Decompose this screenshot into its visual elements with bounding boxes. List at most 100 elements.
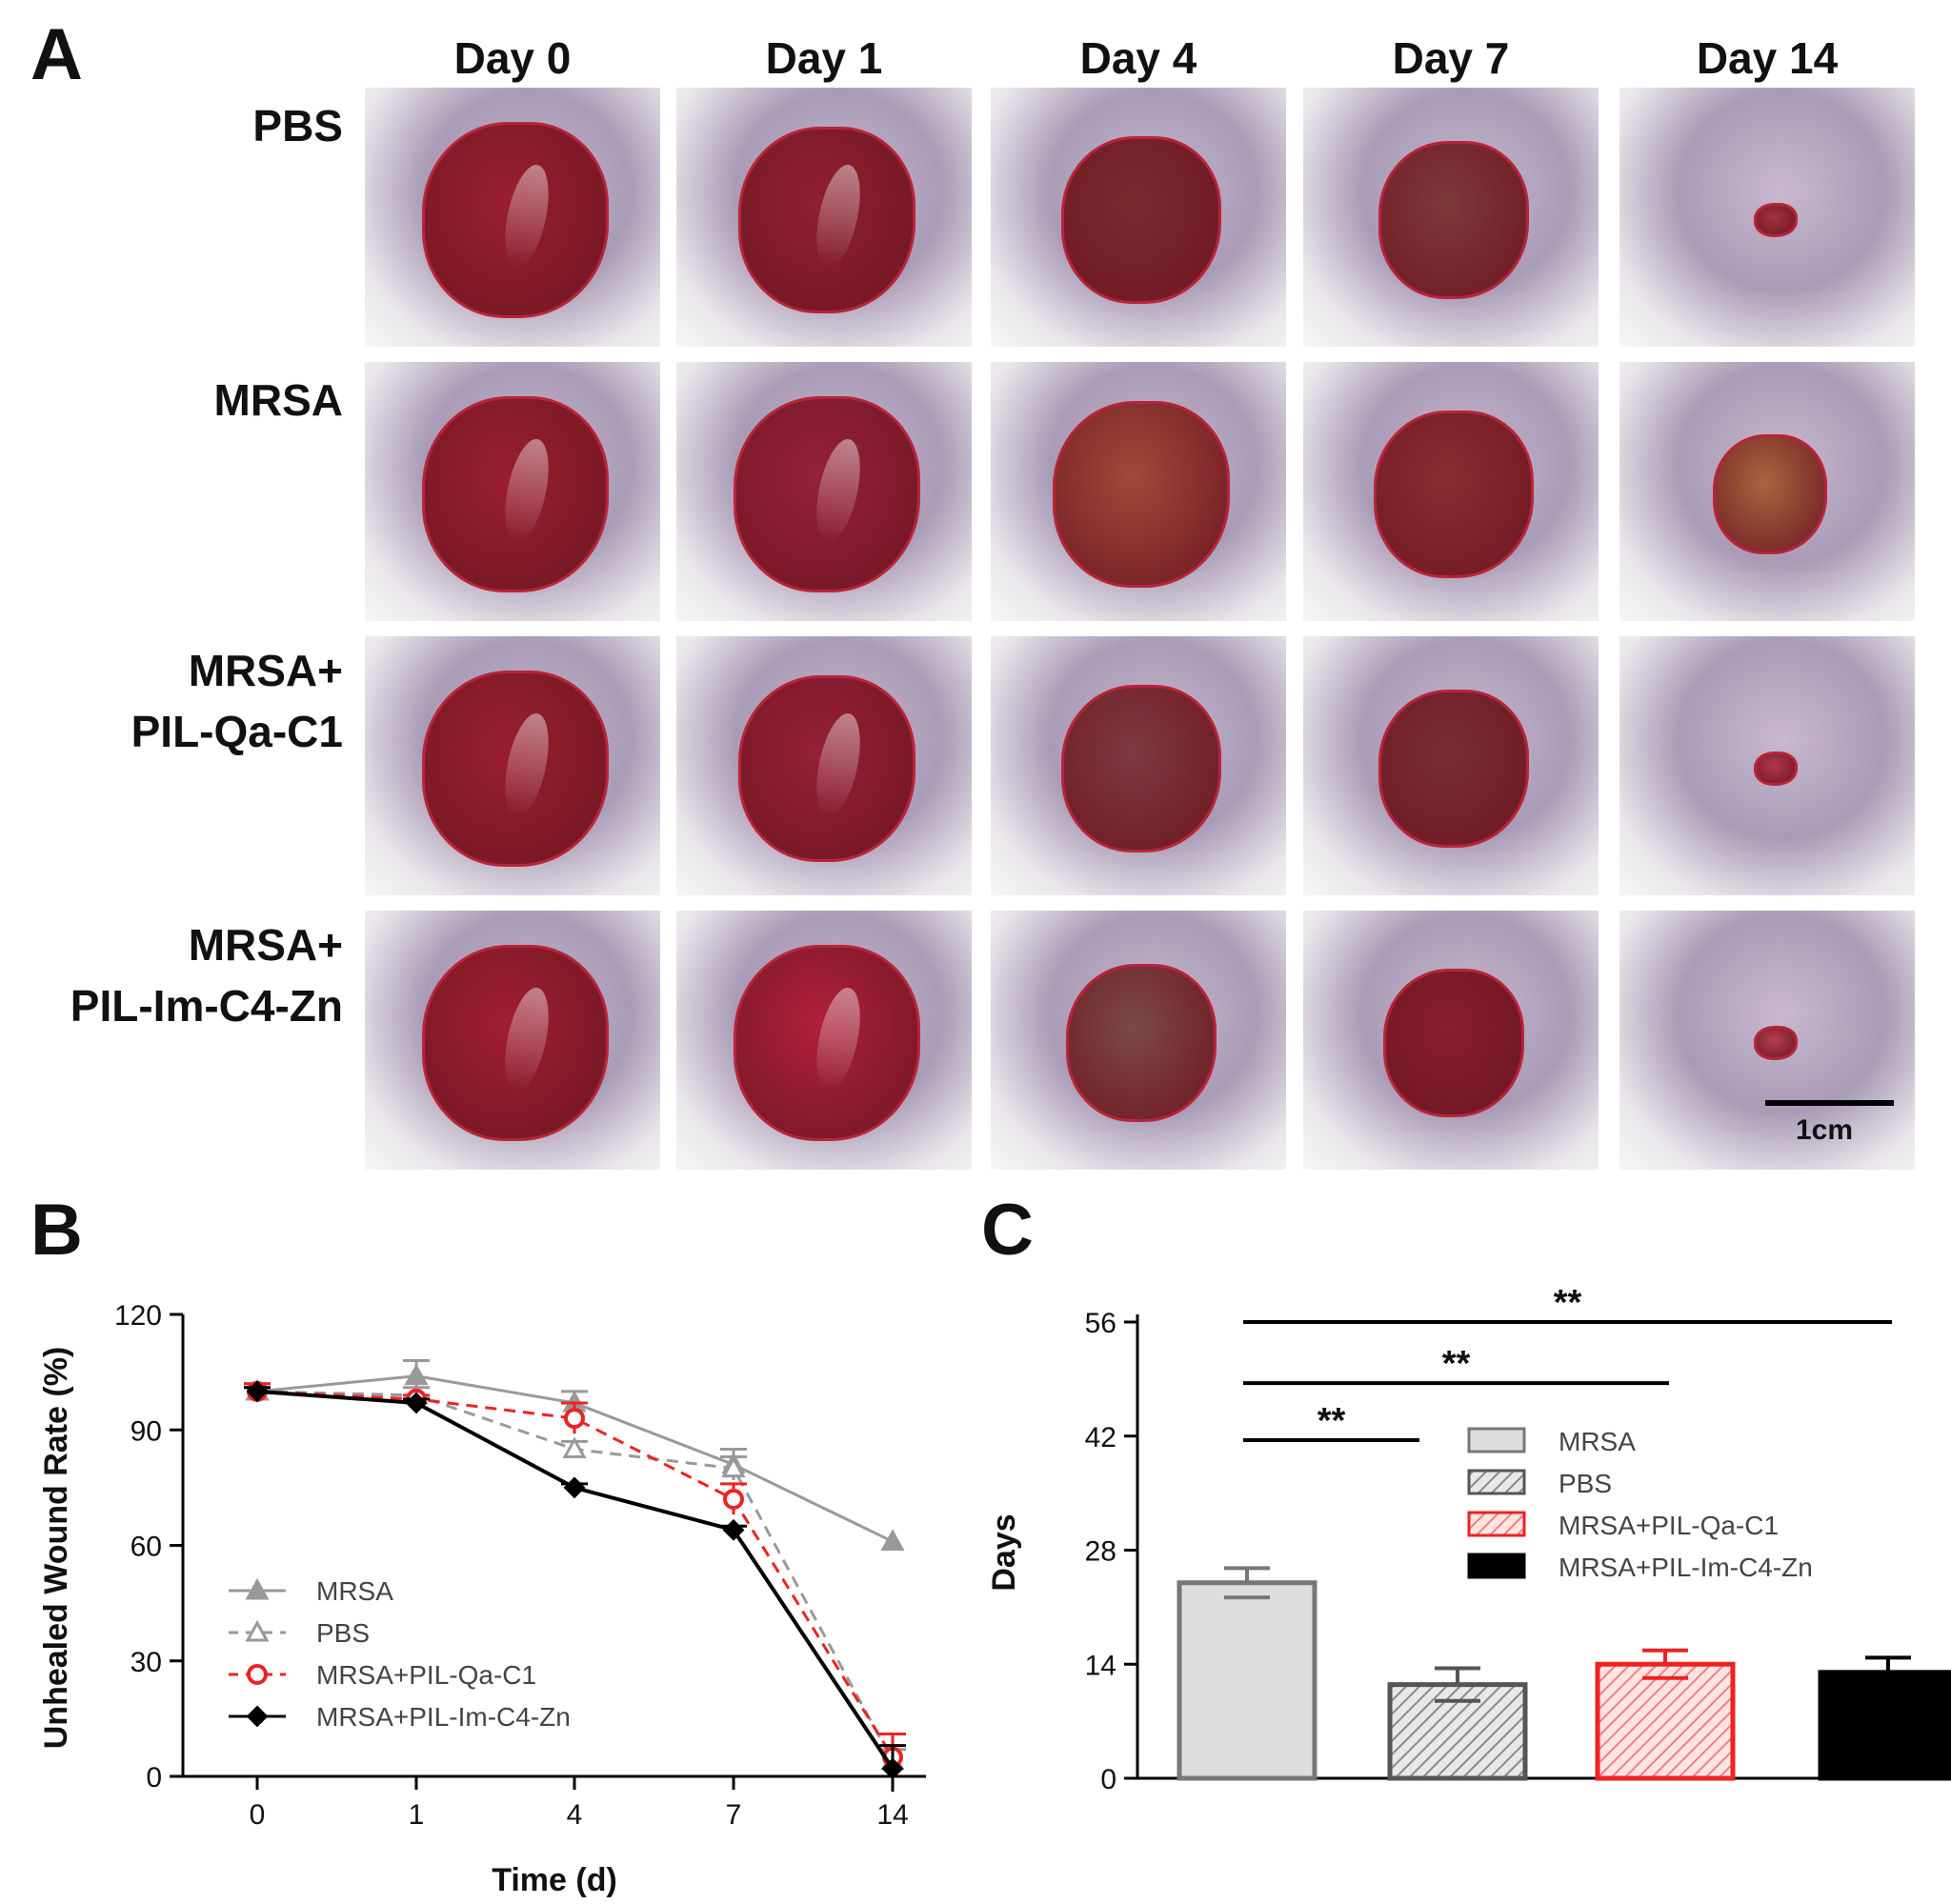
legend-swatch [1467,1427,1526,1453]
data-point [563,1476,586,1499]
wound-photo-mrsa-qa-day4 [991,636,1286,895]
wound-photo-mrsa-im-day14 [1619,911,1915,1170]
data-point [721,1455,746,1478]
wound-area [1753,752,1798,786]
bar-MRSA [1177,1566,1317,1781]
x-tick-label: 1 [409,1799,425,1831]
legend-swatch [1467,1469,1526,1495]
legend-marker [246,1705,269,1728]
wound-photo-mrsa-qa-day1 [676,636,972,895]
legend-label: MRSA+PIL-Im-C4-Zn [316,1702,571,1732]
wound-area [1378,690,1529,848]
legend-label: PBS [1559,1469,1612,1498]
wound-area [1061,136,1221,304]
y-tick-label: 90 [131,1415,162,1447]
wound-photo-pbs-day1 [676,88,972,347]
bar [1818,1670,1951,1781]
wound-area [737,127,916,313]
day-7-header: Day 7 [1392,33,1510,83]
panel-a-label: A [30,14,83,95]
wound-area [422,122,609,318]
wound-photo-mrsa-im-day1 [676,911,972,1170]
panel-b-label: B [30,1190,83,1271]
wound-photo-pbs-day0 [365,88,660,347]
x-tick-label: 14 [876,1799,908,1831]
y-tick-label: 0 [146,1762,162,1794]
bar-MRSA+PIL-Im-C4-Zn [1818,1655,1951,1781]
legend-label: MRSA [1559,1427,1636,1456]
x-tick-label: 7 [726,1799,742,1831]
significance-label: ** [1442,1344,1471,1384]
wound-area [734,945,920,1141]
wound-photo-mrsa-day7 [1303,362,1599,621]
bar [1387,1682,1528,1781]
wound-area [422,945,609,1141]
row-label-line1: MRSA [213,375,343,425]
y-tick-label: 30 [131,1647,162,1678]
wound-photo-mrsa-day14 [1619,362,1915,621]
y-tick-label: 56 [1085,1308,1116,1339]
x-tick-label: 0 [250,1799,266,1831]
wound-area [422,396,609,592]
legend-marker [247,1664,268,1685]
y-axis-title: Unhealed Wound Rate (%) [38,1347,74,1750]
row-label-line2: PIL-Qa-C1 [131,707,343,756]
wound-area [1753,1026,1798,1060]
data-point [564,1408,585,1430]
x-tick-label: 4 [567,1799,583,1831]
significance-label: ** [1317,1401,1346,1441]
wound-photo-mrsa-day0 [365,362,660,621]
data-point [723,1489,744,1510]
row-label-pbs: PBS [5,95,343,156]
data-point [405,1392,428,1414]
wound-photo-mrsa-im-day4 [991,911,1286,1170]
day-14-header: Day 14 [1696,33,1839,83]
wound-area [734,396,920,592]
legend-label: MRSA+PIL-Qa-C1 [1559,1511,1779,1540]
wound-area [422,671,609,867]
panel-c-label: C [981,1190,1034,1271]
wound-photo-mrsa-qa-day0 [365,636,660,895]
row-label-line1: PBS [252,101,343,150]
wound-area [1378,141,1529,299]
row-label-mrsa-im: MRSA+ PIL-Im-C4-Zn [5,914,343,1036]
y-tick-label: 28 [1085,1536,1116,1568]
wound-photo-mrsa-day1 [676,362,972,621]
bar [1595,1661,1736,1781]
significance-label: ** [1554,1283,1582,1323]
wound-photo-pbs-day14 [1619,88,1915,347]
legend-label: MRSA+PIL-Qa-C1 [316,1660,536,1690]
series-MRSA+PIL-Im-C4-Zn [244,1380,906,1793]
wound-photo-mrsa-im-day0 [365,911,660,1170]
wound-area [1382,969,1525,1117]
wound-area [1753,203,1798,237]
legend-label: MRSA+PIL-Im-C4-Zn [1559,1553,1813,1582]
wound-area [1374,411,1534,578]
row-label-mrsa: MRSA [5,370,343,431]
data-point [880,1529,905,1551]
data-point [404,1363,429,1386]
y-tick-label: 14 [1085,1650,1116,1681]
legend-label: MRSA [316,1576,393,1606]
row-label-line1: MRSA+ [188,646,343,695]
legend-marker [245,1577,270,1600]
wound-area [737,675,916,862]
scale-bar-label: 1cm [1796,1114,1854,1146]
bar [1177,1580,1317,1781]
wound-photo-pbs-day4 [991,88,1286,347]
wound-photo-mrsa-qa-day7 [1303,636,1599,895]
y-tick-label: 120 [114,1300,162,1332]
row-label-line1: MRSA+ [188,920,343,970]
legend-marker [245,1619,270,1642]
y-tick-label: 60 [131,1532,162,1563]
data-point [881,1757,904,1780]
wound-photo-mrsa-qa-day14 [1619,636,1915,895]
data-point [246,1380,269,1403]
legend-label: PBS [316,1618,370,1648]
wound-photo-mrsa-im-day7 [1303,911,1599,1170]
wound-photo-mrsa-day4 [991,362,1286,621]
legend-swatch [1467,1511,1526,1537]
wound-photo-pbs-day7 [1303,88,1599,347]
data-point [722,1518,745,1541]
